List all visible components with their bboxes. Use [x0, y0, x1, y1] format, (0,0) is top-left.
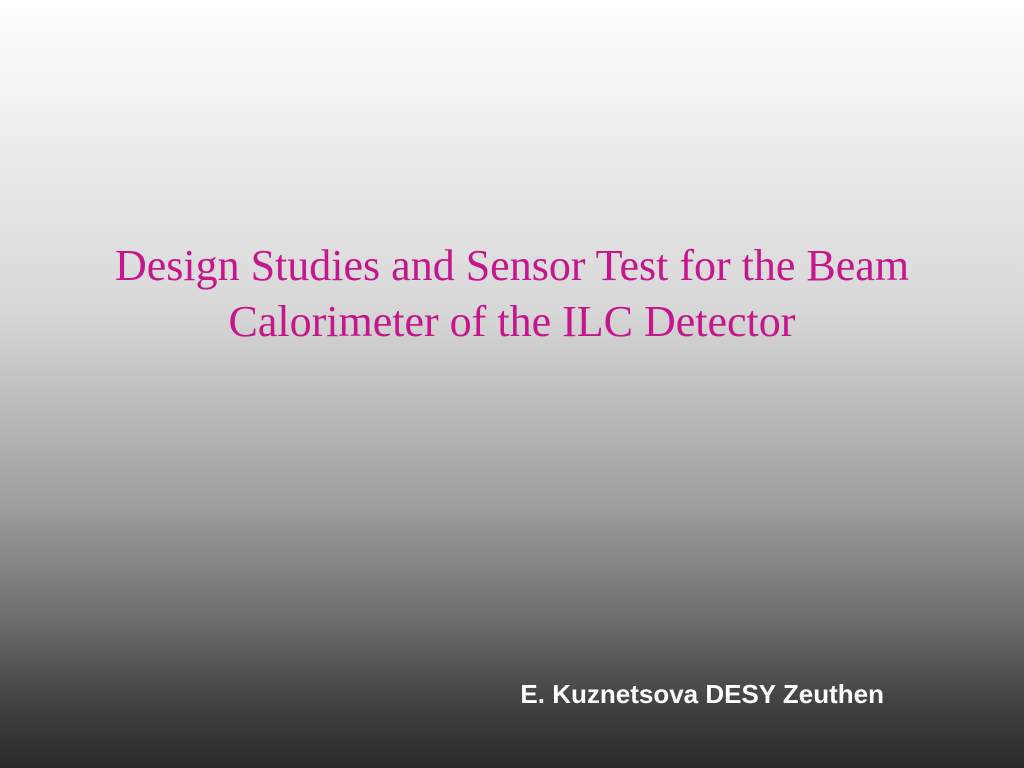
- slide-title: Design Studies and Sensor Test for the B…: [0, 238, 1024, 351]
- title-slide: Design Studies and Sensor Test for the B…: [0, 0, 1024, 768]
- slide-author: E. Kuznetsova DESY Zeuthen: [520, 679, 884, 710]
